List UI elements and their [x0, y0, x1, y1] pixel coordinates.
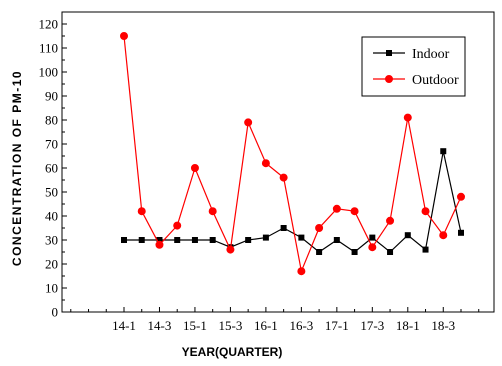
data-point-outdoor [120, 32, 128, 40]
legend-indoor-marker [386, 50, 392, 56]
data-point-outdoor [208, 207, 217, 216]
y-axis-title: CONCENTRATION OF PM-10 [10, 70, 24, 266]
data-point-indoor [245, 237, 252, 243]
data-point-indoor [298, 234, 305, 241]
data-point-indoor [280, 225, 287, 231]
data-point-indoor [174, 237, 181, 243]
data-point-indoor [404, 232, 411, 239]
x-tick-label: 18-3 [431, 318, 455, 333]
data-point-indoor [156, 237, 163, 243]
x-tick-label: 17-3 [360, 318, 384, 333]
data-point-outdoor [315, 224, 324, 232]
y-tick-label: 10 [45, 281, 58, 296]
y-tick-label: 110 [39, 41, 58, 56]
data-point-outdoor [261, 159, 270, 168]
data-point-outdoor [350, 207, 359, 216]
data-point-outdoor [226, 245, 235, 254]
data-point-indoor [458, 229, 464, 236]
data-point-outdoor [457, 192, 465, 201]
data-point-outdoor [244, 118, 253, 127]
y-tick-label: 70 [45, 137, 58, 152]
data-point-indoor [369, 234, 376, 241]
data-point-indoor [262, 234, 269, 241]
data-point-indoor [351, 249, 358, 255]
legend-indoor-label: Indoor [412, 47, 450, 62]
y-tick-label: 80 [45, 113, 58, 128]
data-point-indoor [440, 148, 447, 155]
data-point-outdoor [279, 173, 288, 182]
y-tick-label: 20 [45, 257, 58, 272]
x-tick-label: 17-1 [325, 318, 349, 333]
x-axis-ticks: 14-1 14-3 15-1 15-3 16-1 16-3 17-1 17-3 18-1 18-3 [70, 307, 480, 333]
series-line-outdoor [123, 35, 462, 274]
data-point-outdoor [332, 204, 341, 213]
x-axis-title: YEAR(QUARTER) [182, 345, 283, 359]
data-point-indoor [387, 249, 394, 255]
data-point-indoor [209, 237, 216, 243]
x-tick-label: 14-3 [148, 318, 172, 333]
data-point-outdoor [439, 231, 448, 240]
y-tick-label: 0 [52, 305, 59, 320]
data-point-outdoor [421, 207, 430, 216]
data-point-indoor [138, 237, 145, 243]
y-tick-label: 40 [45, 209, 58, 224]
legend-outdoor-label: Outdoor [412, 73, 459, 88]
data-point-outdoor [403, 113, 412, 122]
y-tick-label: 50 [45, 185, 58, 200]
y-tick-label: 90 [45, 89, 58, 104]
data-point-outdoor [386, 216, 395, 225]
plot-frame [61, 11, 495, 313]
data-point-outdoor [297, 267, 306, 276]
y-tick-label: 60 [45, 161, 58, 176]
x-tick-label: 15-3 [218, 318, 242, 333]
data-point-indoor [316, 249, 323, 255]
x-tick-label: 15-1 [183, 318, 207, 333]
y-tick-label: 120 [39, 17, 59, 32]
y-tick-label: 30 [45, 233, 58, 248]
x-tick-label: 18-1 [396, 318, 420, 333]
data-point-indoor [191, 237, 198, 243]
data-point-outdoor [155, 240, 164, 249]
data-point-indoor [333, 237, 340, 243]
data-point-outdoor [190, 164, 199, 172]
x-tick-label: 14-1 [112, 318, 136, 333]
legend-box [361, 36, 466, 97]
data-point-outdoor [173, 221, 182, 230]
legend: Indoor Outdoor [361, 36, 466, 97]
y-axis-ticks: 0 10 20 30 40 50 60 70 80 90 100 110 120 [39, 17, 67, 320]
legend-outdoor-marker [385, 75, 393, 83]
data-point-outdoor [137, 207, 146, 216]
y-tick-label: 100 [39, 65, 59, 80]
x-tick-label: 16-1 [254, 318, 278, 333]
data-point-outdoor [368, 243, 377, 252]
data-point-indoor [121, 237, 127, 243]
data-point-indoor [422, 246, 429, 253]
series-layer [120, 32, 465, 276]
x-tick-label: 16-3 [289, 318, 313, 333]
